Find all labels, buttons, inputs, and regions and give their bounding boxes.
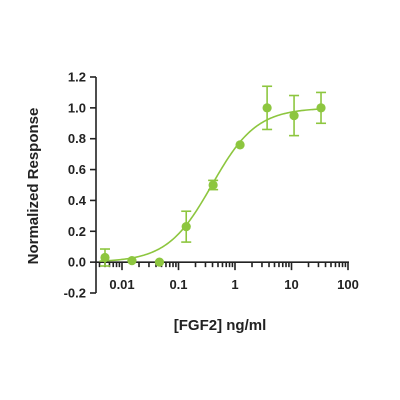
data-point: [127, 256, 137, 266]
x-axis: 0.01 0.1 1 10 100: [96, 261, 359, 292]
data-point: [316, 103, 326, 113]
y-tick-label: 1.0: [68, 100, 86, 115]
x-tick-label: 0.01: [109, 277, 134, 292]
data-point: [262, 103, 272, 113]
data-point: [154, 257, 165, 267]
y-tick-label: 0.8: [68, 131, 86, 146]
y-tick-label: 0.6: [68, 162, 86, 177]
y-axis: -0.2 0.0 0.2 0.4 0.6 0.8 1.0 1.2: [64, 70, 97, 301]
x-tick-label: 0.1: [169, 277, 187, 292]
data-point: [235, 140, 245, 150]
data-point: [289, 110, 299, 121]
y-tick-label: 0.4: [68, 193, 87, 208]
data-point: [181, 222, 191, 232]
y-tick-label: -0.2: [64, 286, 86, 301]
data-point: [208, 180, 218, 190]
data-point: [100, 252, 110, 263]
x-tick-label: 10: [284, 277, 298, 292]
y-tick-label: 0.2: [68, 224, 86, 239]
x-tick-label: 1: [231, 277, 238, 292]
y-axis-title: Normalized Response: [25, 108, 42, 265]
y-tick-label: 1.2: [68, 70, 86, 85]
x-tick-label: 100: [337, 277, 359, 292]
x-axis-title: [FGF2] ng/ml: [174, 317, 267, 334]
plot-area: [99, 85, 327, 267]
y-tick-label: 0.0: [68, 255, 86, 270]
